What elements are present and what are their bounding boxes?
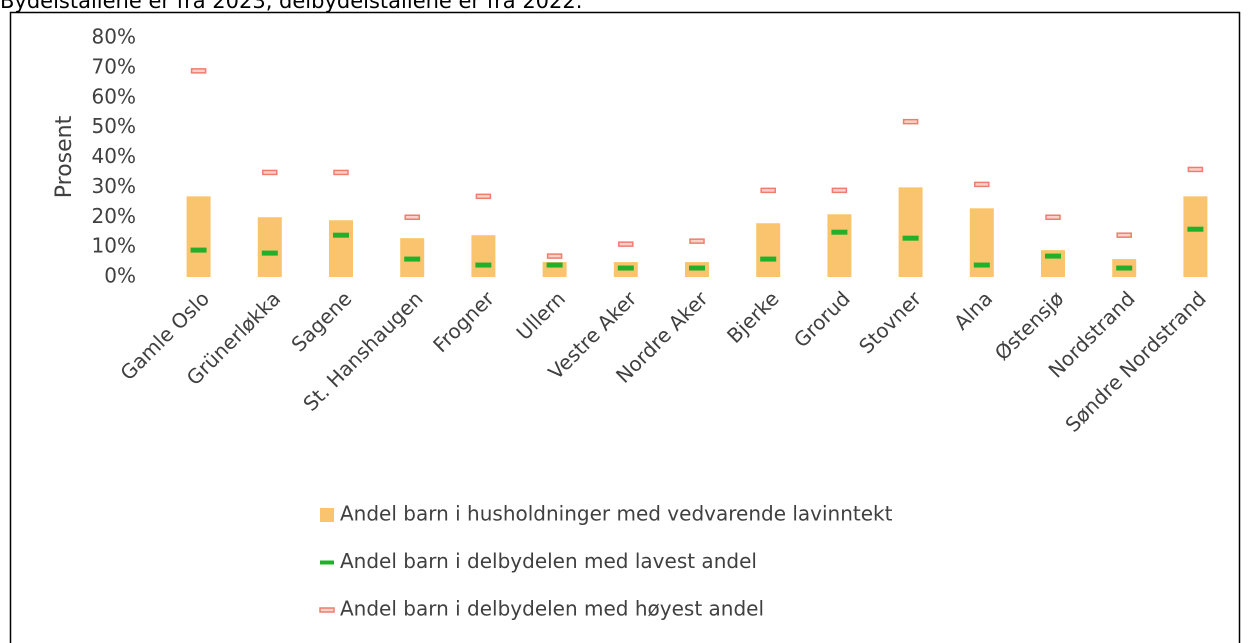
high-marker — [404, 214, 420, 220]
legend-label: Andel barn i husholdninger med vedvarend… — [340, 502, 893, 526]
low-marker — [190, 247, 207, 253]
high-marker — [689, 238, 705, 244]
y-tick-label: 20% — [92, 204, 136, 228]
bar — [329, 220, 353, 277]
bar — [471, 235, 496, 277]
high-marker — [546, 253, 563, 259]
y-tick-label: 50% — [92, 114, 136, 138]
chart-title: Bydelstallene er fra 2023, delbydelstall… — [0, 0, 582, 13]
high-marker — [475, 193, 492, 200]
y-tick-label: 80% — [92, 25, 136, 49]
bar — [756, 223, 781, 277]
high-marker — [333, 169, 349, 176]
y-tick-label: 40% — [92, 144, 136, 168]
legend-swatch — [320, 508, 334, 522]
y-tick-label: 30% — [92, 174, 136, 198]
high-marker — [618, 241, 634, 247]
low-marker — [1116, 265, 1133, 271]
high-marker — [262, 169, 278, 176]
high-marker — [974, 181, 990, 188]
low-marker — [831, 229, 848, 235]
bar — [827, 214, 852, 277]
low-marker — [475, 262, 492, 268]
y-tick-label: 0% — [104, 264, 136, 288]
low-marker — [1045, 253, 1061, 259]
y-tick-label: 10% — [92, 234, 136, 258]
high-marker — [190, 68, 207, 74]
y-axis-label: Prosent — [52, 115, 77, 198]
low-marker — [404, 256, 421, 262]
low-marker — [261, 250, 278, 256]
high-marker — [831, 187, 848, 194]
low-marker — [617, 265, 634, 271]
low-marker — [902, 235, 919, 241]
high-marker — [1116, 232, 1132, 238]
high-marker — [1045, 214, 1061, 220]
y-tick-label: 60% — [92, 84, 136, 108]
chart-frame — [9, 11, 1241, 643]
bar — [257, 217, 282, 277]
high-marker — [902, 118, 919, 125]
low-marker — [760, 256, 777, 262]
high-marker — [760, 187, 776, 194]
legend-label: Andel barn i delbydelen med lavest andel — [340, 549, 757, 573]
low-marker — [973, 262, 990, 268]
high-marker — [1187, 166, 1204, 173]
low-marker — [1187, 226, 1204, 232]
legend-swatch — [320, 560, 334, 565]
low-marker — [689, 265, 705, 271]
bar — [1183, 196, 1208, 277]
bar — [186, 196, 211, 277]
legend-swatch — [319, 607, 335, 613]
bar — [898, 187, 923, 277]
low-marker — [546, 262, 563, 268]
legend-label: Andel barn i delbydelen med høyest andel — [340, 597, 764, 621]
low-marker — [333, 232, 349, 238]
y-tick-label: 70% — [92, 54, 136, 78]
